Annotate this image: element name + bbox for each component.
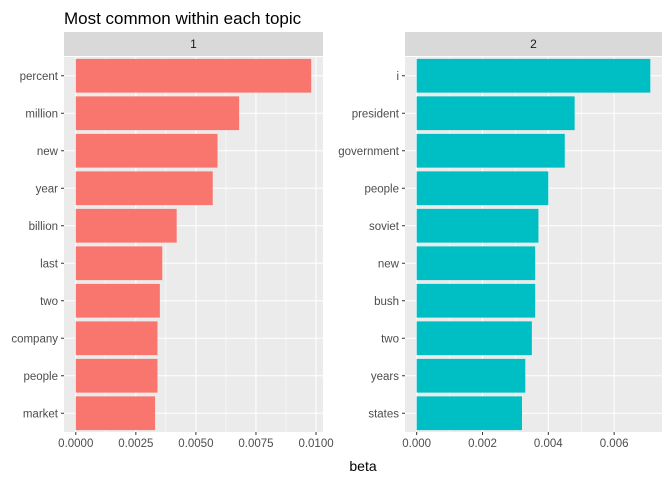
y-tick-label: year [36,183,59,195]
bar-company [75,321,158,356]
bar-last [75,246,163,281]
bar-percent [75,58,312,93]
y-tick-label: two [381,333,399,345]
facet-strip-label: 2 [530,37,537,51]
x-tick-label: 0.0025 [118,438,153,450]
y-tick-label: last [40,258,59,270]
bar-million [75,96,240,131]
facet-panel-2: 2 i president government people soviet new bush… [338,32,662,450]
y-tick-label: two [40,296,58,308]
x-tick-label: 0.006 [600,438,629,450]
bar-billion [75,208,177,243]
facet-strip-background [64,32,323,56]
x-tick-label: 0.000 [402,438,431,450]
bar-soviet [416,208,539,243]
y-tick-label: new [37,146,59,158]
x-tick-label: 0.002 [468,438,497,450]
bar-market [75,396,156,431]
bar-new [416,246,536,281]
y-tick-label: bush [374,296,399,308]
bar-bush [416,283,536,318]
y-tick-label: states [368,408,399,420]
x-tick-label: 0.0075 [238,438,273,450]
bar-people [416,171,549,206]
y-tick-label: million [25,108,58,120]
facet-strip-label: 1 [190,37,197,51]
y-tick-label: government [338,146,400,158]
y-tick-label: years [371,371,399,383]
bar-government [416,133,565,168]
x-tick-label: 0.0100 [298,438,333,450]
y-tick-label: billion [29,221,58,233]
bar-years [416,358,526,393]
x-axis-title: beta [349,458,376,474]
y-tick-label: president [352,108,400,120]
y-tick-label: company [11,333,58,345]
y-tick-label: soviet [369,221,400,233]
bar-two [416,321,532,356]
x-tick-label: 0.004 [534,438,563,450]
bar-new [75,133,218,168]
bar-president [416,96,575,131]
bar-two [75,283,160,318]
facet-strip-background [405,32,662,56]
y-tick-label: percent [20,71,59,83]
y-tick-label: market [23,408,59,420]
facet-panel-1: 1 percent million new year billion last two comp… [11,32,334,450]
y-tick-label: i [396,71,399,83]
y-tick-label: people [23,371,58,383]
bar-year [75,171,213,206]
panels-layer: 1 percent million new year billion last two comp… [11,32,662,450]
y-tick-label: people [364,183,399,195]
bar-states [416,396,522,431]
x-tick-label: 0.0000 [58,438,93,450]
bar-i [416,58,651,93]
x-tick-label: 0.0050 [178,438,213,450]
y-tick-label: new [378,258,400,270]
chart-title: Most common within each topic [64,9,302,28]
bar-people [75,358,158,393]
